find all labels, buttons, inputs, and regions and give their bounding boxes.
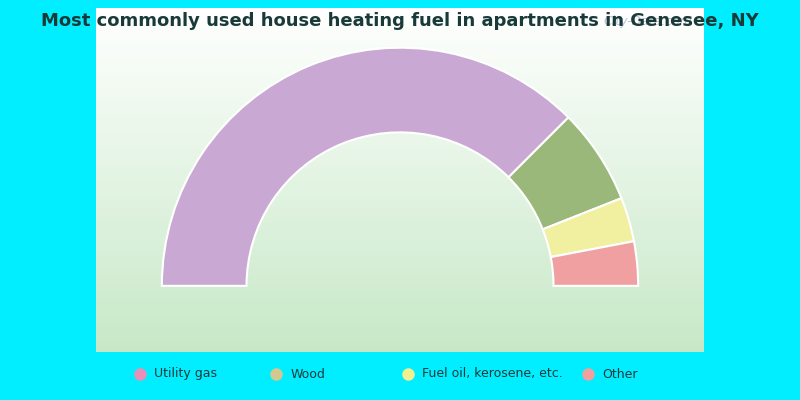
Wedge shape [509,118,622,229]
Text: Other: Other [602,368,638,380]
Text: Wood: Wood [290,368,326,380]
Wedge shape [162,48,569,286]
Text: Fuel oil, kerosene, etc.: Fuel oil, kerosene, etc. [422,368,563,380]
Wedge shape [542,198,634,257]
Text: Utility gas: Utility gas [154,368,218,380]
Text: Most commonly used house heating fuel in apartments in Genesee, NY: Most commonly used house heating fuel in… [41,12,759,30]
Wedge shape [550,241,638,286]
Text: City-Data.com: City-Data.com [603,15,692,28]
